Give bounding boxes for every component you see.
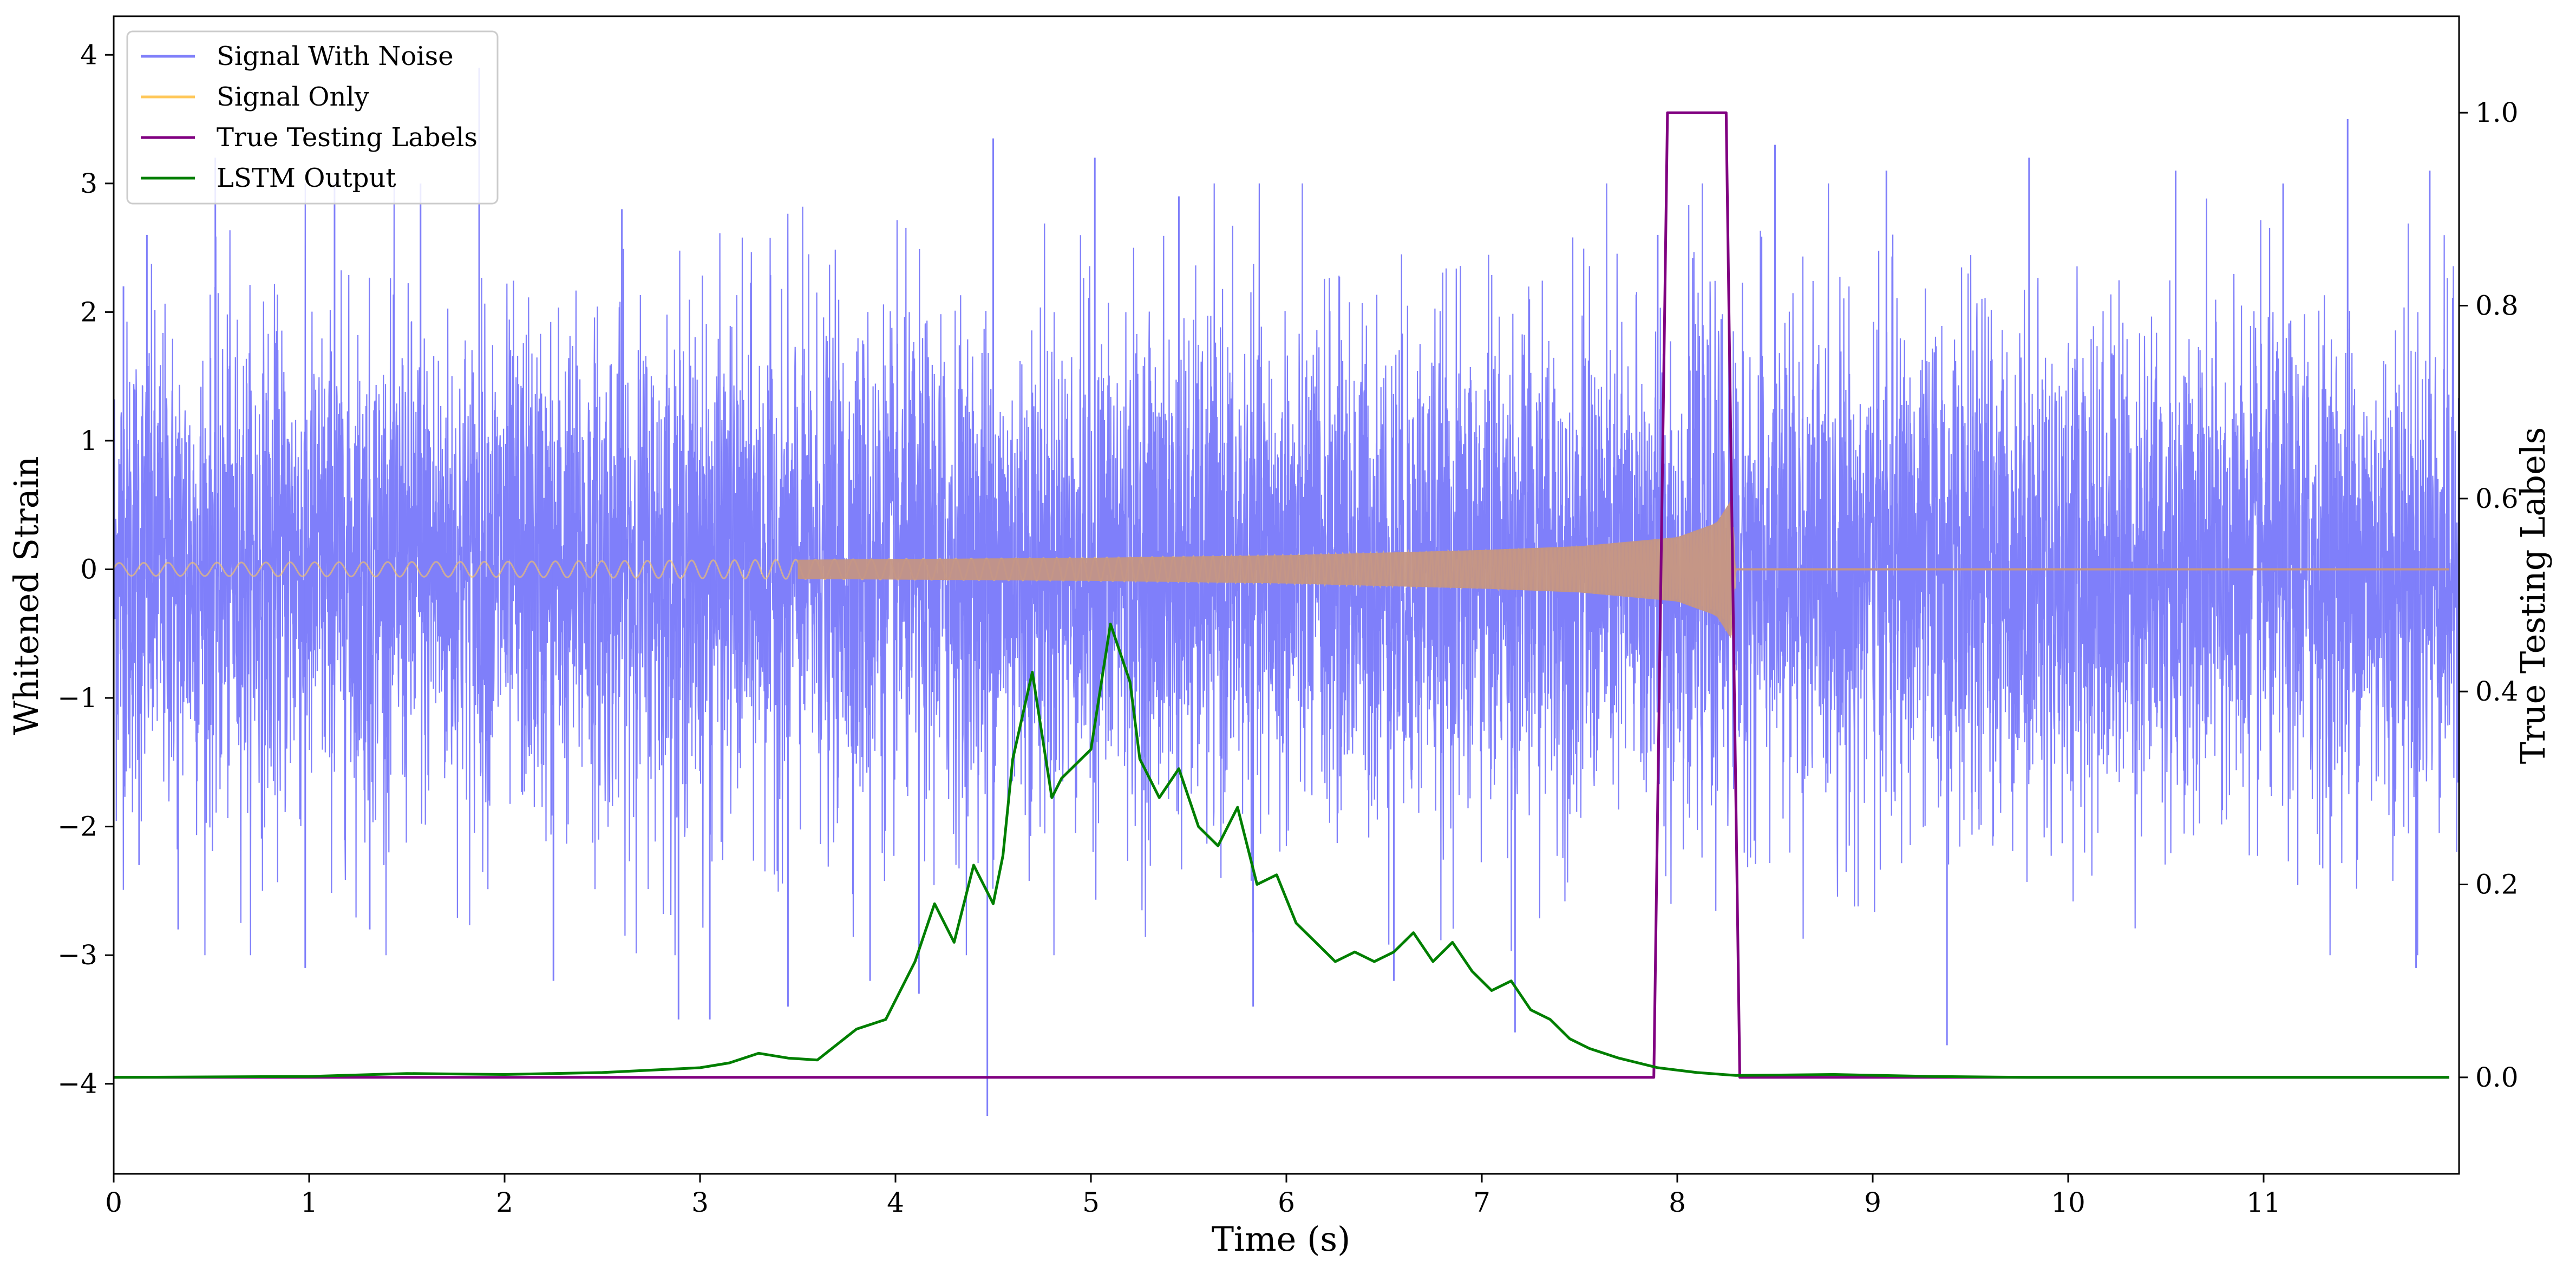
- y2-tick-label: 1.0: [2475, 97, 2519, 128]
- legend-label-signal-only: Signal Only: [217, 82, 369, 112]
- series-lstm-output: [114, 623, 2449, 1079]
- legend-label-lstm-output: LSTM Output: [217, 163, 396, 193]
- y-tick-label: 3: [80, 168, 97, 199]
- x-axis-label: Time (s): [1212, 1219, 1351, 1259]
- x-tick-label: 4: [887, 1187, 904, 1218]
- y-tick-label: −3: [57, 939, 97, 971]
- y2-tick-label: 0.4: [2475, 676, 2519, 707]
- y2-tick-label: 0.2: [2475, 869, 2519, 900]
- x-tick-label: 11: [2246, 1187, 2281, 1218]
- y-tick-label: −1: [57, 682, 97, 714]
- x-tick-label: 1: [300, 1187, 318, 1218]
- x-tick-label: 10: [2051, 1187, 2085, 1218]
- legend-label-true-testing-labels: True Testing Labels: [217, 122, 478, 153]
- y-axis: −4 −3 −2 −1 0 1 2 3 4: [57, 39, 114, 1100]
- x-tick-label: 5: [1082, 1187, 1100, 1218]
- y-axis-label: Whitened Strain: [6, 456, 46, 735]
- y-tick-label: 4: [80, 39, 97, 70]
- legend-box: [126, 30, 499, 205]
- x-tick-label: 2: [496, 1187, 513, 1218]
- x-tick-label: 8: [1669, 1187, 1686, 1218]
- y2-tick-label: 0.6: [2475, 483, 2519, 514]
- x-tick-label: 3: [691, 1187, 709, 1218]
- y-tick-label: −4: [57, 1068, 97, 1100]
- y2-axis: 0.0 0.2 0.4 0.6 0.8 1.0: [2459, 97, 2519, 1093]
- x-tick-label: 0: [105, 1187, 122, 1218]
- x-axis: 0 1 2 3 4 5 6 7 8 9 10 11: [105, 1174, 2281, 1218]
- y-tick-label: −2: [57, 811, 97, 842]
- x-tick-label: 9: [1864, 1187, 1881, 1218]
- y2-tick-label: 0.0: [2475, 1062, 2519, 1093]
- y-tick-label: 1: [80, 425, 97, 456]
- signal-only-band: [797, 500, 1736, 639]
- legend-label-signal-with-noise: Signal With Noise: [217, 41, 454, 71]
- x-tick-label: 7: [1473, 1187, 1490, 1218]
- y2-axis-label: True Testing Labels: [2513, 427, 2553, 765]
- series-signal-with-noise: [114, 183, 2459, 956]
- y-tick-label: 2: [80, 296, 97, 328]
- series-true-testing-labels: [114, 111, 2449, 1079]
- x-tick-label: 6: [1278, 1187, 1295, 1218]
- y-tick-label: 0: [80, 553, 97, 585]
- legend: Signal With Noise Signal Only True Testi…: [126, 30, 499, 205]
- y2-tick-label: 0.8: [2475, 290, 2519, 322]
